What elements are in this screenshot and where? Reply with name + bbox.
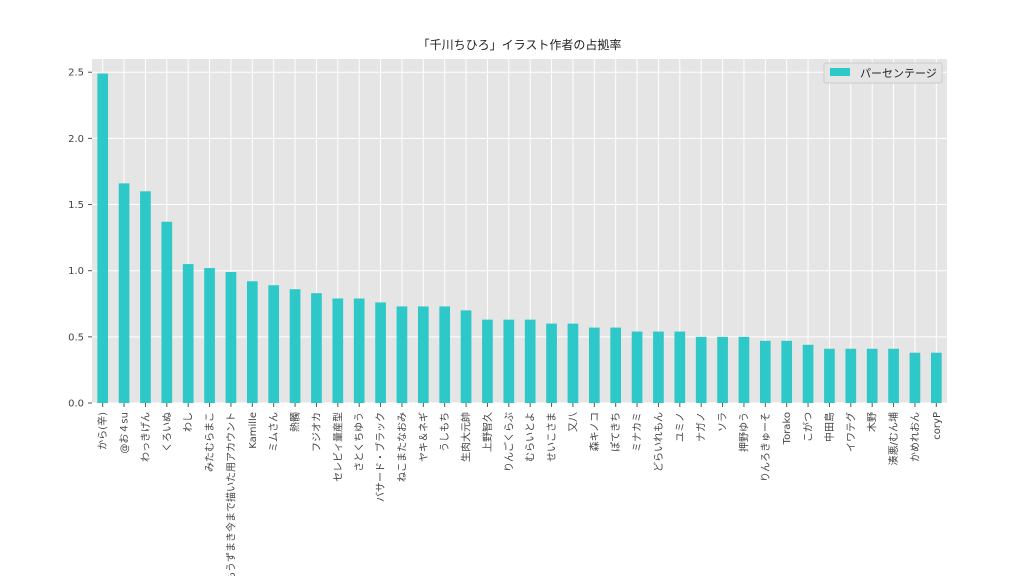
bar bbox=[695, 336, 707, 403]
bar bbox=[204, 268, 215, 403]
x-tick-label: 湊悪/むん埔 bbox=[887, 412, 900, 465]
x-tick-label: Torako bbox=[782, 412, 793, 445]
x-tick-label: から(辛) bbox=[96, 412, 109, 450]
bar bbox=[717, 336, 728, 403]
x-tick-label: @お４su bbox=[119, 412, 131, 454]
x-tick-label: くろいぬ bbox=[161, 412, 173, 452]
x-tick-label: 森キノコ bbox=[588, 412, 601, 451]
bar bbox=[460, 310, 472, 403]
bar bbox=[353, 298, 365, 403]
bar bbox=[182, 264, 194, 403]
bar bbox=[289, 289, 301, 403]
x-tick-label: セレビィ量産型 bbox=[331, 412, 344, 482]
y-tick-label: 1.5 bbox=[68, 200, 84, 211]
bar bbox=[567, 323, 579, 403]
x-tick-label: どらいれもん bbox=[653, 412, 665, 472]
x-tick-label: coryP bbox=[932, 412, 943, 440]
bar bbox=[311, 293, 322, 403]
x-tick-label: 上野智久 bbox=[481, 412, 494, 452]
bars bbox=[97, 73, 942, 404]
bar bbox=[824, 348, 835, 403]
bar bbox=[546, 323, 557, 403]
legend: パーセンテージ bbox=[823, 62, 943, 84]
bar bbox=[930, 352, 942, 403]
x-axis-ticks: から(辛) @お４su わっきげん くろいぬ わし みたむらまこ もうずまき今まで描いた用ア… bbox=[96, 403, 943, 576]
bar bbox=[524, 319, 536, 403]
bar bbox=[225, 272, 237, 403]
x-tick-label: ミムさん bbox=[268, 412, 280, 452]
plot-area bbox=[92, 59, 947, 403]
bar bbox=[588, 327, 600, 403]
x-tick-label: むらいとよ bbox=[525, 412, 537, 462]
bar bbox=[845, 348, 857, 403]
x-tick-label: 生肉大元帥 bbox=[460, 412, 473, 462]
bar bbox=[396, 306, 408, 403]
x-tick-label: せいこさま bbox=[546, 412, 558, 462]
x-tick-label: ミナカミ bbox=[632, 412, 644, 452]
bar bbox=[482, 319, 493, 403]
bar bbox=[888, 348, 899, 403]
bar bbox=[332, 298, 344, 403]
bar bbox=[246, 281, 258, 403]
x-tick-label: イワテグ bbox=[844, 412, 857, 452]
bar bbox=[631, 331, 643, 403]
bar bbox=[653, 331, 664, 403]
x-tick-label: こがつ bbox=[802, 412, 815, 442]
x-tick-label: もうずまき今まで描いた用アカウント bbox=[224, 412, 237, 576]
x-tick-label: 又八 bbox=[567, 412, 579, 432]
bar bbox=[738, 336, 750, 403]
bar bbox=[140, 191, 151, 403]
x-tick-label: ソラ bbox=[717, 412, 729, 432]
y-axis-ticks: 0.0 0.5 1.0 1.5 2.0 2.5 bbox=[68, 68, 92, 410]
x-tick-label: ねこまたなおみ bbox=[396, 412, 408, 482]
x-tick-label: ぽてきち bbox=[610, 412, 622, 452]
bar bbox=[268, 285, 280, 403]
bar bbox=[118, 183, 130, 403]
x-tick-label: 木野 bbox=[867, 412, 879, 432]
x-tick-label: ユミノ bbox=[675, 412, 686, 442]
x-tick-label: わし bbox=[183, 412, 195, 432]
bar bbox=[161, 221, 173, 403]
bar bbox=[417, 306, 429, 403]
y-tick-label: 0.5 bbox=[68, 332, 84, 343]
x-tick-label: 押野ゆう bbox=[737, 412, 750, 452]
bar bbox=[759, 340, 771, 403]
x-tick-label: わっきげん bbox=[140, 412, 152, 462]
x-tick-label: フジオカ bbox=[311, 412, 323, 452]
bar bbox=[375, 302, 386, 403]
x-tick-label: ナガノ bbox=[696, 412, 708, 442]
x-tick-label: さとくちゆう bbox=[354, 412, 366, 472]
x-tick-label: 中田島 bbox=[823, 412, 836, 442]
x-tick-label: かめれおん bbox=[909, 412, 921, 462]
x-tick-label: Kamille bbox=[248, 412, 259, 449]
y-tick-label: 0.0 bbox=[68, 399, 84, 410]
y-tick-label: 2.0 bbox=[68, 134, 84, 145]
chart-title: 「千川ちひろ」イラスト作者の占拠率 bbox=[418, 37, 622, 52]
x-tick-label: りんごくらぶ bbox=[502, 412, 515, 472]
bar bbox=[503, 319, 515, 403]
bar bbox=[439, 306, 451, 403]
legend-swatch bbox=[830, 68, 850, 76]
bar bbox=[674, 331, 686, 403]
bar bbox=[781, 340, 793, 403]
bar bbox=[610, 327, 622, 403]
y-tick-label: 2.5 bbox=[68, 68, 84, 79]
y-tick-label: 1.0 bbox=[68, 266, 84, 277]
x-tick-label: うしもち bbox=[439, 412, 451, 452]
x-tick-label: りんろきゅーそ bbox=[760, 412, 772, 482]
bar bbox=[909, 352, 921, 403]
x-tick-label: バサード・ブラック bbox=[374, 412, 387, 502]
bar bbox=[97, 73, 109, 404]
x-tick-label: ヤキ＆ネギ bbox=[418, 412, 430, 462]
legend-box bbox=[823, 62, 943, 84]
bar bbox=[802, 344, 814, 403]
x-tick-label: 熱髑 bbox=[289, 412, 302, 432]
x-tick-label: みたむらまこ bbox=[204, 412, 216, 472]
legend-label: パーセンテージ bbox=[860, 67, 937, 80]
bar bbox=[866, 348, 878, 403]
